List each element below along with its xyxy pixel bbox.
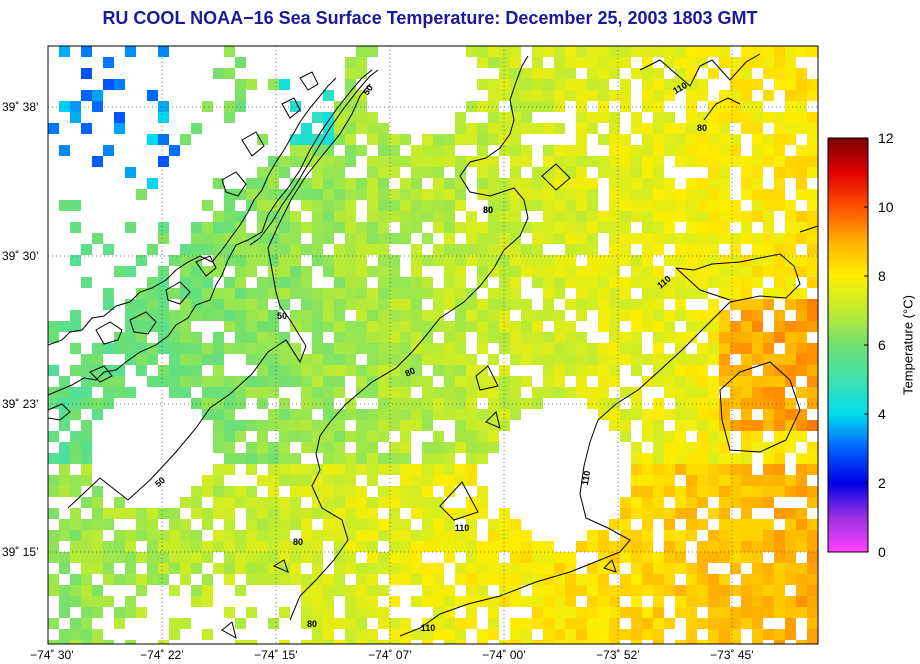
contour-label: 80: [403, 365, 416, 378]
contour-small-1: [272, 559, 289, 573]
lat-label-39-23: 39˚ 23’: [2, 397, 39, 411]
colorbar-tick-8: 8: [878, 268, 886, 284]
contour-80-line: [289, 55, 529, 621]
lon-label-73-45: −73˚ 45’: [710, 648, 754, 662]
contour-label: 110: [421, 623, 436, 633]
marsh-islands-6: [241, 131, 265, 157]
map-frame: [47, 45, 819, 645]
contour-label: 50: [361, 83, 375, 97]
lon-label-74-30: −74˚ 30’: [30, 648, 74, 662]
lon-label-74-07: −74˚ 07’: [368, 648, 412, 662]
bay-inlet-1: [48, 403, 71, 421]
marsh-islands-2: [129, 311, 157, 335]
barrier-island: [249, 69, 379, 246]
contour-110-blob1: [439, 481, 479, 521]
contour-label: 110: [455, 523, 470, 533]
contour-label: 50: [153, 475, 167, 489]
contour-110-blob2: [541, 163, 571, 191]
lat-label-39-30: 39˚ 30’: [2, 249, 39, 263]
colorbar-tick-12: 12: [878, 130, 894, 146]
contour-110-line: [399, 253, 801, 637]
colorbar-tick-2: 2: [878, 475, 886, 491]
bay-inlet-2: [89, 365, 113, 383]
contour-small-3: [603, 559, 617, 573]
contour-80-blob1: [475, 365, 499, 391]
contour-layer: [67, 53, 818, 640]
lat-label-39-15: 39˚ 15’: [2, 545, 39, 559]
contour-110-east: [675, 267, 731, 301]
contour-label: 80: [483, 205, 493, 215]
marsh-islands-7: [281, 97, 301, 119]
contour-80-blob2: [485, 411, 501, 429]
contour-label: 110: [580, 470, 592, 486]
contour-east-loop: [719, 361, 801, 453]
contour-ne-2: [703, 97, 741, 121]
lon-label-74-15: −74˚ 15’: [254, 648, 298, 662]
sst-pixel-layer: [48, 46, 818, 644]
graticule: [48, 46, 818, 644]
map-title: RU COOL NOAA−16 Sea Surface Temperature:…: [102, 8, 758, 28]
contour-label: 80: [293, 537, 303, 547]
colorbar-tick-6: 6: [878, 337, 886, 353]
marsh-islands-3: [165, 281, 191, 305]
marsh-islands-1: [95, 321, 123, 345]
contour-label: 80: [307, 619, 317, 629]
colorbar-ticks: [864, 137, 868, 553]
contour-label: 80: [483, 205, 493, 215]
colorbar-tick-10: 10: [878, 199, 894, 215]
contour-label: 80: [697, 123, 707, 133]
colorbar-tick-4: 4: [878, 406, 886, 422]
lon-label-74-00: −74˚ 00’: [482, 648, 526, 662]
colorbar: [827, 137, 869, 553]
lat-label-39-38: 39˚ 38’: [2, 100, 39, 114]
colorbar-tick-0: 0: [878, 544, 886, 560]
lon-label-73-52: −73˚ 52’: [596, 648, 640, 662]
contour-small-4: [799, 225, 818, 233]
marsh-islands-5: [221, 171, 247, 197]
contour-label: 50: [277, 311, 287, 321]
contour-small-2: [221, 621, 237, 640]
contour-ne-1: [639, 53, 761, 87]
marsh-islands-4: [195, 255, 217, 277]
lon-label-74-22: −74˚ 22’: [140, 648, 184, 662]
colorbar-title: Temperature (°C): [900, 295, 916, 395]
coastline-main: [48, 69, 373, 396]
contour-50-line: [67, 83, 371, 509]
marsh-islands-8: [299, 71, 319, 91]
